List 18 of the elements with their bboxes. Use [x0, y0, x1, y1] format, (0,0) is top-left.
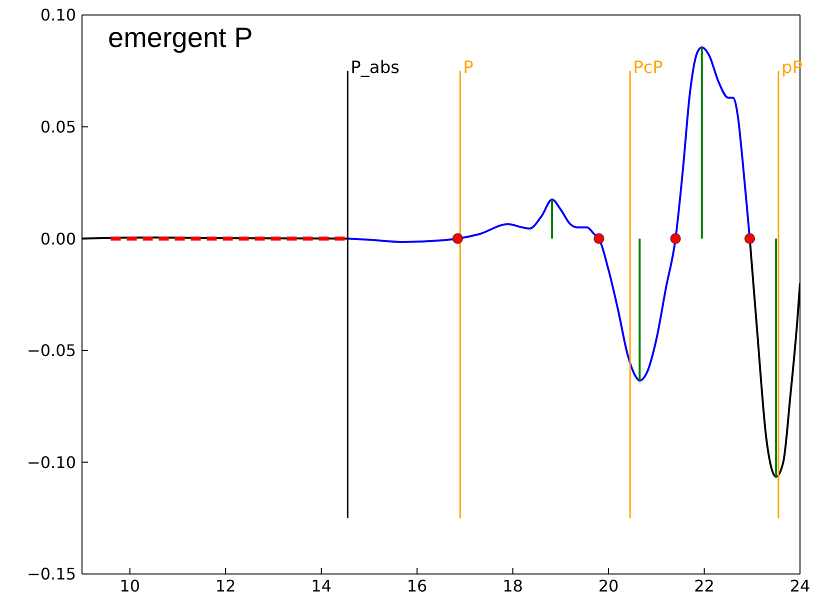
y-tick-label: −0.05: [26, 341, 76, 360]
y-tick-label: −0.15: [26, 564, 76, 584]
x-tick-label: 10: [120, 576, 140, 596]
y-tick-label: 0.05: [40, 117, 76, 136]
chart-title: emergent P: [108, 22, 253, 54]
series-label: P: [463, 58, 474, 78]
y-tick-label: −0.10: [26, 452, 76, 472]
x-tick-label: 16: [406, 576, 428, 596]
series-label: P_abs: [350, 58, 400, 78]
y-tick-label: 0.00: [40, 229, 76, 248]
y-tick-label: 0.10: [40, 6, 76, 25]
x-tick-label: 24: [790, 576, 810, 596]
x-tick-label: 14: [311, 576, 332, 596]
x-tick-label: 22: [694, 576, 714, 596]
series-label: PcP: [633, 58, 663, 78]
x-tick-label: 20: [598, 576, 619, 596]
x-tick-label: 12: [215, 576, 236, 596]
x-tick-label: 18: [502, 576, 523, 596]
